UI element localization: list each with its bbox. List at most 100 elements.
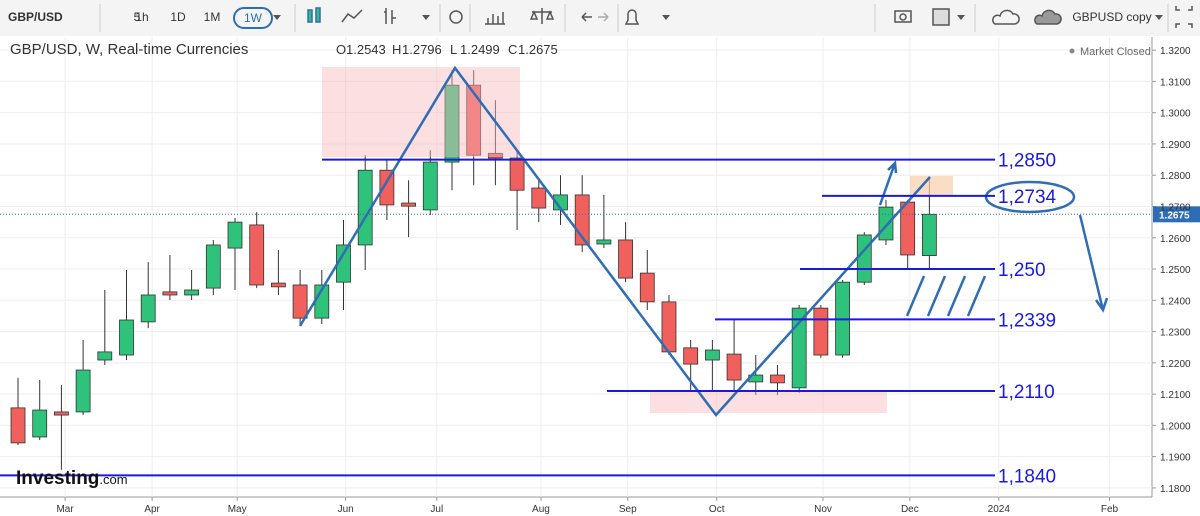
candle-body (639, 272, 655, 303)
candle-body (184, 289, 200, 296)
drawings (298, 65, 1109, 417)
symbol[interactable]: GBP/USD (8, 10, 63, 24)
y-tick-label: 1.2600 (1160, 234, 1191, 245)
x-tick-label: Dec (901, 504, 919, 515)
candle-body (32, 409, 48, 438)
x-tick-label: Mar (56, 504, 74, 515)
status-dot (1069, 48, 1075, 54)
y-tick-label: 1.2900 (1160, 140, 1191, 151)
level-label: 1,2110 (998, 382, 1055, 403)
ohlc-label: C (508, 42, 517, 57)
toolbar-icons (99, 4, 1193, 32)
interval[interactable]: 1h (135, 10, 149, 24)
highlight-zone (910, 176, 953, 196)
overlays: 1.2675 1,2850 1,2734 1,250 1,2339 1,2110 1,184… (0, 151, 1200, 487)
candle-body (75, 369, 91, 413)
candle-body (487, 152, 503, 159)
ohlc-value: 1.2675 (518, 42, 558, 57)
interval[interactable]: 5 (133, 10, 141, 24)
x-tick-label: Aug (532, 504, 550, 515)
x-tick-label: Nov (814, 504, 832, 515)
y-tick-label: 1.1800 (1160, 484, 1191, 495)
interval[interactable]: 1M (203, 10, 221, 24)
logo-main: Investing (16, 468, 99, 489)
x-tick-label: Jun (338, 504, 354, 515)
ohlc-label: H (392, 42, 401, 57)
ohlc: O 1.2543 H 1.2796 L 1.2499 C 1.2675 (336, 42, 558, 57)
level-label: 1,2339 (998, 310, 1056, 331)
logo-suffix: .com (99, 472, 127, 487)
candle-body (119, 319, 134, 356)
x-tick-label: May (228, 504, 247, 515)
logo: Investing.com (16, 468, 128, 489)
candle-body (770, 374, 785, 384)
candle-body (227, 221, 243, 249)
candle-body (596, 239, 612, 245)
ohlc-label: L (450, 42, 457, 57)
candle-body (444, 84, 460, 163)
candle-body (205, 244, 221, 289)
candle-body (683, 347, 699, 365)
ohlc-value: 1.2796 (402, 42, 442, 57)
ohlc-value: 1.2543 (346, 42, 386, 57)
level-label: 1,1840 (998, 466, 1056, 487)
candle-body (379, 169, 395, 206)
chart: 1.2675 1,2850 1,2734 1,250 1,2339 1,2110 1,184… (0, 36, 1200, 516)
candle-body (422, 161, 438, 211)
x-tick-label: Oct (709, 504, 725, 515)
last-price-box (1153, 206, 1200, 223)
candle-body (466, 84, 482, 156)
y-tick-label: 1.3000 (1160, 109, 1191, 120)
candle-body (249, 224, 265, 286)
candle-body (54, 411, 69, 416)
x-tick-label: Sep (619, 504, 637, 515)
candle-body (10, 407, 26, 444)
candle-body (292, 284, 308, 319)
candle-body (270, 282, 286, 288)
candle-body (813, 307, 829, 356)
y-tick-label: 1.1900 (1160, 453, 1191, 464)
candle-body (704, 349, 720, 361)
y-tick-label: 1.2700 (1160, 202, 1191, 213)
level-label: 1,2850 (998, 151, 1056, 172)
candle-body (531, 187, 547, 209)
last-price-label: 1.2675 (1159, 210, 1190, 221)
highlight-zone (322, 67, 520, 157)
y-tick-label: 1.2200 (1160, 359, 1191, 370)
marks (0, 37, 1156, 501)
x-tick-label: Apr (144, 504, 160, 515)
highlight-zone (650, 390, 887, 413)
y-tick-label: 1.2300 (1160, 328, 1191, 339)
candle-body (401, 202, 416, 207)
candle-body (900, 201, 916, 256)
candle-body (618, 239, 633, 279)
candle-body (878, 206, 894, 241)
y-tick-label: 1.2400 (1160, 296, 1191, 307)
x-tick-label: Feb (1101, 504, 1119, 515)
ohlc-value: 1.2499 (460, 42, 500, 57)
saved-chart[interactable]: GBPUSD copy (1072, 10, 1152, 24)
y-tick-label: 1.2000 (1160, 421, 1191, 432)
interval[interactable]: 1D (170, 10, 186, 24)
y-tick-label: 1.3200 (1160, 46, 1191, 57)
y-tick-label: 1.2800 (1160, 171, 1191, 182)
interval-active[interactable]: 1W (233, 7, 273, 29)
y-tick-label: 1.3100 (1160, 77, 1191, 88)
candle-body (140, 294, 156, 323)
candle-body (856, 234, 872, 283)
candle-body (509, 157, 525, 191)
level-label: 1,2734 (998, 187, 1057, 208)
level-label: 1,250 (998, 260, 1046, 281)
x-tick-label: Jul (430, 504, 443, 515)
toolbar: GBP/USD 5 1h 1D 1M 1W GBPUSD copy (0, 0, 1200, 37)
x-tick-label: 2024 (988, 504, 1011, 515)
ohlc-label: O (336, 42, 346, 57)
background (0, 36, 1200, 516)
chart-title: GBP/USD, W, Real-time Currencies (10, 41, 248, 58)
candle-body (726, 353, 742, 381)
market-status: Market Closed (1080, 46, 1151, 58)
y-tick-label: 1.2500 (1160, 265, 1191, 276)
candle-body (921, 213, 937, 256)
candle-body (162, 291, 178, 296)
